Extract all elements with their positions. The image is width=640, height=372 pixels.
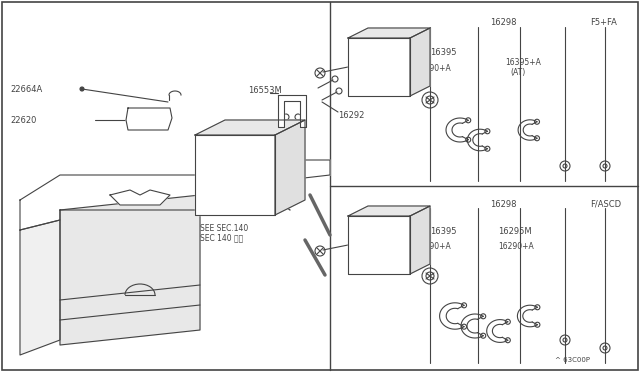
Text: 16395: 16395 xyxy=(430,227,456,235)
Ellipse shape xyxy=(140,112,158,126)
Text: (AT): (AT) xyxy=(510,67,525,77)
Polygon shape xyxy=(348,206,430,216)
Circle shape xyxy=(80,87,84,91)
Polygon shape xyxy=(126,108,172,130)
Polygon shape xyxy=(20,220,60,355)
Text: F/ASCD: F/ASCD xyxy=(590,199,621,208)
Text: 16553M: 16553M xyxy=(248,86,282,94)
Text: 22620: 22620 xyxy=(10,115,36,125)
Text: ^ 63C00P: ^ 63C00P xyxy=(555,357,590,363)
Text: 16290: 16290 xyxy=(390,237,417,246)
Text: 16298: 16298 xyxy=(222,128,248,138)
Polygon shape xyxy=(195,120,305,135)
Text: F5+FA: F5+FA xyxy=(590,17,617,26)
Polygon shape xyxy=(348,38,410,96)
Polygon shape xyxy=(348,216,410,274)
Text: SEE SEC.140: SEE SEC.140 xyxy=(200,224,248,232)
Polygon shape xyxy=(20,160,330,230)
Polygon shape xyxy=(410,206,430,274)
Text: 16292: 16292 xyxy=(338,110,364,119)
Polygon shape xyxy=(195,135,275,215)
Polygon shape xyxy=(348,28,430,38)
Text: 16298: 16298 xyxy=(490,17,516,26)
Polygon shape xyxy=(410,28,430,96)
Polygon shape xyxy=(110,190,170,205)
Text: 16295M: 16295M xyxy=(498,227,532,235)
Polygon shape xyxy=(278,95,306,127)
Polygon shape xyxy=(275,120,305,215)
Text: 16290+A: 16290+A xyxy=(415,241,451,250)
Text: 16395+A: 16395+A xyxy=(505,58,541,67)
Text: 16395: 16395 xyxy=(430,48,456,57)
Text: 16290+A: 16290+A xyxy=(498,241,534,250)
Text: SEC 140 参照: SEC 140 参照 xyxy=(200,234,243,243)
Text: 16298: 16298 xyxy=(490,199,516,208)
Text: 16290+A: 16290+A xyxy=(415,64,451,73)
Text: 22664A: 22664A xyxy=(10,84,42,93)
Text: 16290: 16290 xyxy=(390,58,417,67)
Polygon shape xyxy=(60,195,200,345)
